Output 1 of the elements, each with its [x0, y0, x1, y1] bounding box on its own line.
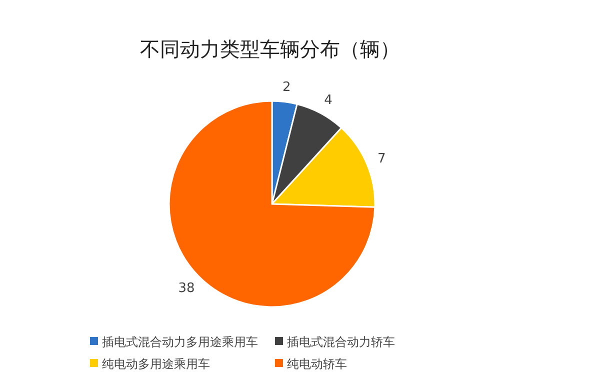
title: 不同动力类型车辆分布（辆） [140, 37, 400, 61]
